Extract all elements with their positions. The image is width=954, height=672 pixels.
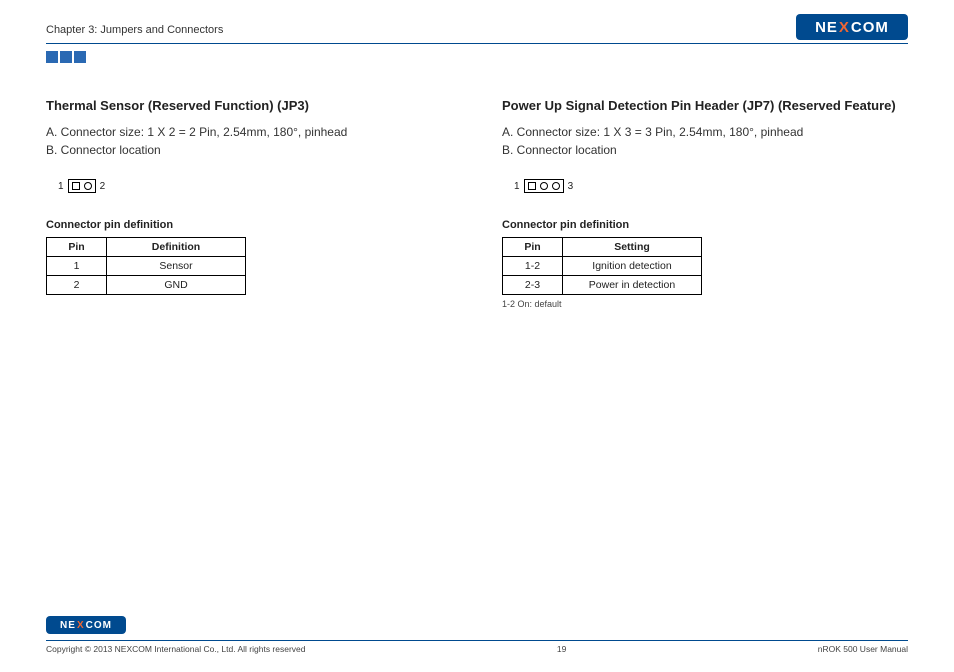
logo-text-x: X (76, 620, 86, 631)
table-row: 2-3 Power in detection (503, 276, 702, 295)
footer-rule (46, 640, 908, 641)
section-title-right: Power Up Signal Detection Pin Header (JP… (502, 98, 908, 113)
section-title-left: Thermal Sensor (Reserved Function) (JP3) (46, 98, 452, 113)
logo-text-pre: NE (815, 19, 838, 36)
pin-2-icon (540, 182, 548, 190)
pin-1-icon (72, 182, 80, 190)
pin-label-right: 2 (100, 181, 106, 192)
right-line-a: A. Connector size: 1 X 3 = 3 Pin, 2.54mm… (502, 123, 908, 141)
table-row: 1-2 Ignition detection (503, 257, 702, 276)
footer-logo: NEXCOM (46, 616, 126, 634)
left-section: Thermal Sensor (Reserved Function) (JP3)… (46, 98, 452, 309)
left-th-1: Definition (107, 238, 246, 257)
cell: Power in detection (563, 276, 702, 295)
left-body: A. Connector size: 1 X 2 = 2 Pin, 2.54mm… (46, 123, 452, 159)
pin-box (68, 179, 96, 193)
manual-name: nROK 500 User Manual (818, 644, 908, 654)
page-footer: NEXCOM Copyright © 2013 NEXCOM Internati… (46, 615, 908, 655)
cell: 1 (47, 257, 107, 276)
right-table-caption: Connector pin definition (502, 219, 908, 231)
page-number: 19 (306, 644, 818, 654)
copyright-text: Copyright © 2013 NEXCOM International Co… (46, 644, 306, 654)
pin-label-right: 3 (568, 181, 574, 192)
cell: 1-2 (503, 257, 563, 276)
logo-text-post: COM (86, 620, 112, 631)
brand-logo: NEXCOM (796, 14, 908, 40)
decorative-squares (46, 50, 954, 68)
right-line-b: B. Connector location (502, 141, 908, 159)
cell: 2-3 (503, 276, 563, 295)
logo-text-x: X (838, 19, 851, 36)
right-table: Pin Setting 1-2 Ignition detection 2-3 P… (502, 237, 702, 295)
table-row: 1 Sensor (47, 257, 246, 276)
right-th-0: Pin (503, 238, 563, 257)
pin-2-icon (84, 182, 92, 190)
cell: Sensor (107, 257, 246, 276)
right-pin-diagram: 1 3 (510, 179, 908, 193)
right-section: Power Up Signal Detection Pin Header (JP… (502, 98, 908, 309)
table-row: 2 GND (47, 276, 246, 295)
pin-box (524, 179, 564, 193)
header-rule (46, 43, 908, 44)
left-pin-diagram: 1 2 (54, 179, 452, 193)
left-line-b: B. Connector location (46, 141, 452, 159)
right-body: A. Connector size: 1 X 3 = 3 Pin, 2.54mm… (502, 123, 908, 159)
right-footnote: 1-2 On: default (502, 299, 908, 309)
left-th-0: Pin (47, 238, 107, 257)
cell: 2 (47, 276, 107, 295)
left-line-a: A. Connector size: 1 X 2 = 2 Pin, 2.54mm… (46, 123, 452, 141)
left-table: Pin Definition 1 Sensor 2 GND (46, 237, 246, 295)
logo-text-post: COM (851, 19, 889, 36)
cell: GND (107, 276, 246, 295)
chapter-title: Chapter 3: Jumpers and Connectors (46, 24, 223, 40)
pin-label-left: 1 (58, 181, 64, 192)
right-th-1: Setting (563, 238, 702, 257)
pin-3-icon (552, 182, 560, 190)
logo-text-pre: NE (60, 620, 76, 631)
left-table-caption: Connector pin definition (46, 219, 452, 231)
cell: Ignition detection (563, 257, 702, 276)
pin-1-icon (528, 182, 536, 190)
pin-label-left: 1 (514, 181, 520, 192)
